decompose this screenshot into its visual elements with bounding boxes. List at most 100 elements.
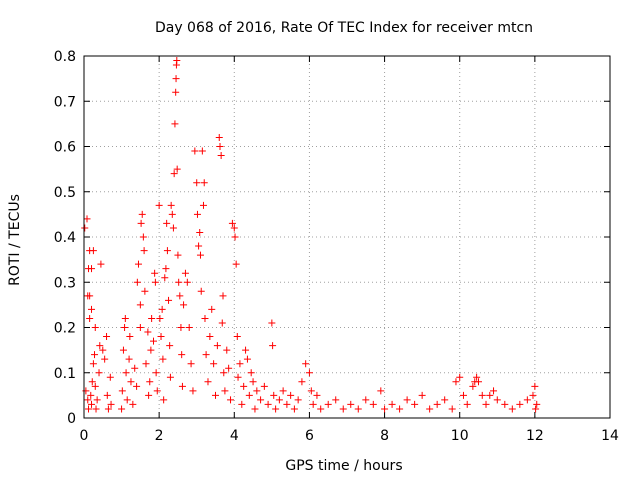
data-point [313,391,321,399]
data-point [125,355,133,363]
data-point [121,324,129,331]
data-point [129,400,137,408]
data-point [88,265,96,273]
data-point [83,215,91,223]
data-point [151,278,159,286]
data-point [103,391,111,399]
data-point [456,373,464,381]
data-point [85,405,93,413]
data-point [174,251,182,259]
data-point [157,333,165,341]
data-point [181,269,189,277]
data-point [275,396,283,404]
data-point [473,373,481,381]
data-point [170,170,178,178]
data-point [166,342,174,350]
data-point [161,274,169,282]
data-point [97,260,105,268]
data-point [171,120,179,128]
data-point [242,346,250,354]
data-point [529,391,537,399]
data-point [249,378,257,386]
data-point [163,219,171,227]
data-point [478,391,486,399]
data-point [463,400,471,408]
data-point [339,405,347,413]
data-point [403,396,411,404]
data-point [223,346,231,354]
data-point [88,305,96,313]
data-point [287,391,295,399]
data-point [86,292,94,300]
data-point [150,337,158,345]
x-tick-label: 12 [526,428,544,444]
data-point [260,382,268,390]
x-tick-label: 4 [230,428,239,444]
data-point [103,333,111,341]
y-tick-label: 0.3 [54,275,76,291]
data-point [146,378,154,386]
data-point [459,391,467,399]
data-point [243,355,251,363]
data-point [133,382,141,390]
data-point [533,400,541,408]
data-point [426,405,434,413]
data-point [475,378,482,386]
y-tick-label: 0.7 [54,94,76,110]
data-point [270,391,278,399]
y-tick-label: 0.4 [54,230,76,246]
axis-ticks [83,55,611,419]
data-point [220,369,228,377]
data-point [187,360,195,368]
data-point [131,364,139,372]
data-point [294,396,302,404]
data-point [196,228,204,236]
data-point [482,400,490,408]
data-point [145,391,153,399]
data-point [193,210,201,218]
data-point [195,242,203,250]
data-point [236,360,244,368]
data-point [508,405,516,413]
data-point [269,342,277,350]
data-point [490,387,498,395]
data-point [96,342,104,350]
data-point [354,405,362,413]
data-point [127,378,135,386]
data-point [377,387,385,395]
data-point [104,405,112,413]
data-point [225,364,233,372]
data-point [133,278,141,286]
data-point [264,400,272,408]
data-point [136,324,144,331]
data-point [240,382,248,390]
data-point [204,378,212,386]
data-point [89,247,97,255]
data-point [180,301,188,309]
data-point [191,147,199,155]
data-point [158,305,166,313]
data-point [123,396,131,404]
x-axis-title: GPS time / hours [285,458,402,474]
data-point [362,396,370,404]
data-point [89,360,97,368]
data-point [247,369,255,377]
data-point [138,210,146,218]
data-point [193,179,201,187]
data-point [169,224,177,232]
data-point [230,224,238,232]
data-point [91,324,99,331]
x-tick-label: 6 [305,428,314,444]
data-point [493,396,501,404]
data-point [272,405,280,413]
data-point [268,319,276,327]
data-point [153,387,161,395]
data-point [92,405,100,413]
data-point [251,405,259,413]
y-tick-label: 0.5 [54,185,76,201]
data-point [99,346,107,354]
y-tick-label: 0.6 [54,140,76,156]
data-point [197,287,205,295]
data-point [347,400,355,408]
